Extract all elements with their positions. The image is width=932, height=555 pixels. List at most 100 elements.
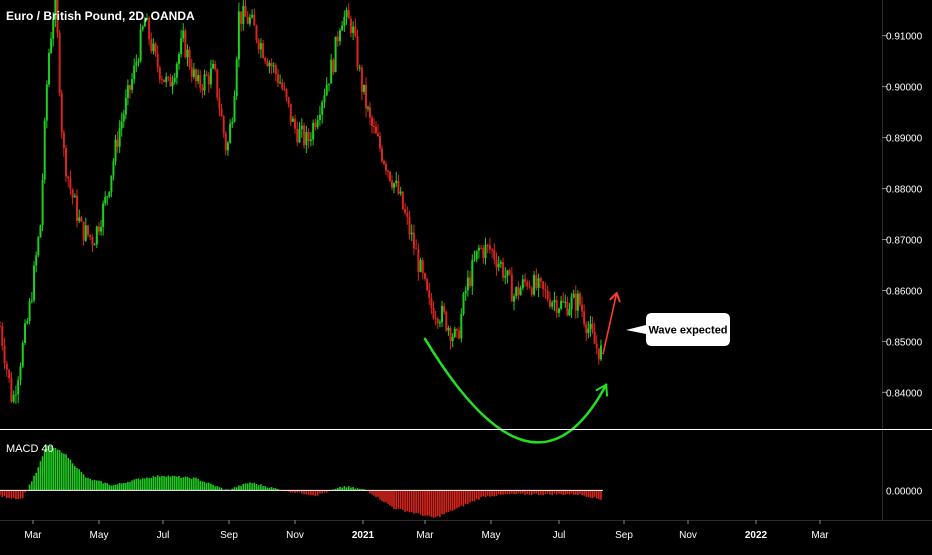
macd-bar	[56, 449, 59, 491]
candle-body	[406, 212, 409, 217]
candle-body	[451, 336, 454, 342]
candle-body	[186, 49, 189, 58]
candle-body	[391, 180, 393, 188]
candle-body	[385, 163, 387, 171]
macd-bar	[352, 486, 354, 491]
macd-bar	[555, 490, 558, 495]
candle-body	[69, 178, 72, 190]
candle-body	[397, 180, 400, 194]
macd-bar	[456, 490, 458, 509]
macd-bar	[428, 490, 431, 516]
candle-body	[469, 277, 472, 287]
candle-body	[294, 118, 296, 129]
x-tick-label: Mar	[416, 530, 434, 541]
candle-body	[33, 265, 36, 301]
macd-label: MACD 40	[6, 443, 54, 455]
candle-body	[116, 139, 119, 147]
macd-bar	[389, 490, 391, 506]
macd-bar	[114, 484, 117, 491]
candle-body	[281, 82, 284, 89]
macd-bar	[383, 490, 385, 503]
candle-body	[163, 79, 166, 83]
candle-body	[576, 293, 579, 311]
macd-bar	[48, 445, 50, 491]
macd-bar	[572, 490, 575, 495]
candle-body	[98, 226, 100, 232]
candle-body	[358, 67, 361, 69]
macd-bar	[210, 483, 212, 491]
candle-body	[572, 293, 575, 298]
candle-body	[415, 248, 418, 250]
macd-bar	[506, 490, 509, 495]
macd-bar	[93, 479, 96, 491]
candle-body	[262, 43, 265, 59]
candle-body	[276, 74, 279, 84]
macd-bar	[570, 490, 573, 494]
macd-bar	[31, 481, 33, 491]
macd-bar	[220, 487, 223, 491]
candle-body	[45, 84, 48, 121]
macd-bar	[546, 490, 549, 494]
candle-body	[171, 82, 174, 87]
candle-body	[231, 121, 234, 124]
candle-body	[558, 308, 560, 313]
macd-bar	[129, 482, 131, 491]
macd-bar	[482, 490, 485, 497]
candle-body	[180, 38, 183, 55]
macd-bar	[260, 484, 262, 491]
macd-bar	[305, 490, 308, 495]
macd-bar	[426, 490, 428, 516]
macd-y-tick-label: 0.00000	[886, 486, 923, 497]
macd-bar	[141, 478, 144, 491]
candle-body	[349, 18, 352, 33]
candle-body	[229, 123, 232, 143]
macd-bar	[264, 486, 266, 491]
candle-body	[589, 323, 592, 329]
macd-bar	[100, 481, 102, 491]
macd-bar	[148, 478, 150, 491]
macd-bar	[106, 483, 109, 491]
candle-body	[240, 11, 243, 24]
macd-bar	[535, 490, 538, 494]
candle-body	[544, 288, 547, 291]
candle-body	[377, 133, 379, 137]
macd-bar	[581, 490, 583, 496]
candle-body	[336, 36, 339, 42]
macd-bar	[17, 490, 20, 500]
candle-body	[62, 132, 65, 149]
macd-bar	[544, 490, 547, 495]
macd-bar	[1, 490, 4, 498]
candle-body	[369, 107, 371, 118]
candle-body	[133, 65, 136, 80]
candle-body	[35, 255, 38, 266]
candle-body	[76, 195, 78, 221]
macd-bar	[464, 490, 467, 505]
candle-body	[131, 79, 134, 90]
candle-body	[546, 290, 549, 300]
macd-bar	[339, 486, 341, 491]
candle-body	[564, 302, 567, 304]
macd-bar	[562, 490, 564, 495]
macd-bar	[58, 450, 61, 491]
candle-body	[93, 244, 96, 246]
candle-body	[318, 114, 321, 120]
macd-bar	[163, 476, 165, 491]
macd-bar	[533, 490, 535, 494]
macd-bar	[116, 484, 119, 491]
candle-body	[316, 119, 319, 128]
macd-bar	[28, 484, 31, 491]
candle-body	[417, 249, 420, 272]
macd-bar	[19, 490, 22, 499]
macd-bar	[471, 490, 474, 502]
macd-bar	[165, 476, 167, 491]
macd-bar	[511, 490, 513, 494]
macd-bar	[178, 476, 180, 491]
candle-body	[477, 247, 480, 251]
candle-body	[199, 75, 202, 88]
macd-bar	[60, 452, 63, 491]
candle-body	[453, 328, 456, 337]
macd-bar	[135, 478, 138, 491]
